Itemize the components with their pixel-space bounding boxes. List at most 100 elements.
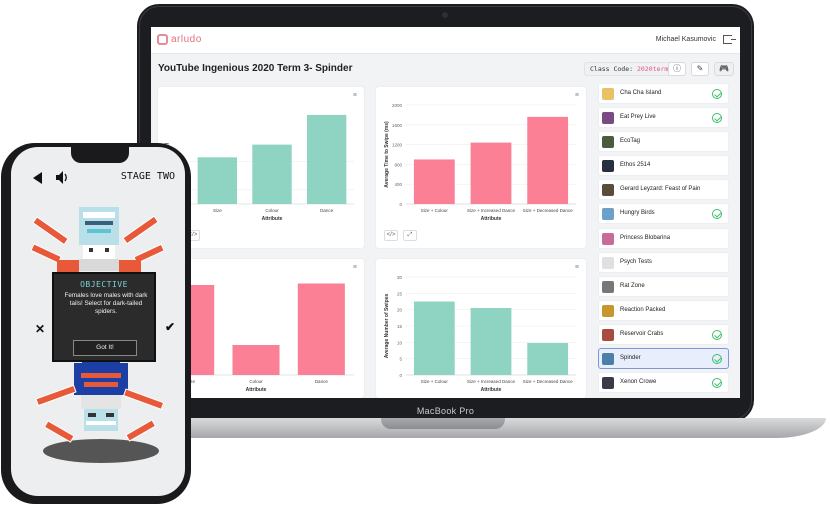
game-thumbnail: [602, 328, 614, 341]
stage-label: STAGE TWO: [120, 171, 175, 182]
back-icon[interactable]: [33, 172, 42, 184]
game-thumbnail: [602, 353, 614, 366]
y-tick-label: 20: [397, 308, 403, 313]
bar: [252, 144, 292, 204]
bar: [527, 342, 569, 375]
edit-button[interactable]: ✎: [691, 62, 709, 76]
game-name: EcoTag: [620, 138, 641, 145]
logo-text: arludo: [171, 34, 202, 45]
y-tick-label: 2000: [392, 103, 403, 108]
game-thumbnail: [602, 88, 614, 100]
y-tick-label: 15: [397, 324, 403, 329]
game-name: Princess Blobarina: [620, 234, 671, 241]
x-tick-label: Size + Colour: [421, 208, 449, 213]
got-it-button[interactable]: Got It!: [73, 340, 137, 356]
game-list-item[interactable]: Princess Blobarina: [598, 227, 729, 249]
chart-card-2: ≡ 0 400 800 1200 1600 2000 Size + Colour Size +…: [376, 87, 586, 248]
y-tick-label: 30: [397, 275, 403, 280]
game-name: Psych Tests: [620, 258, 652, 265]
laptop-screen: arludo Michael Kasumovic YouTube Ingenio…: [151, 27, 740, 398]
game-list-item[interactable]: Ethos 2514: [598, 155, 729, 177]
y-tick-label: 800: [394, 162, 402, 167]
game-list-item[interactable]: Reservoir Crabs: [598, 323, 729, 345]
game-list-item[interactable]: EcoTag: [598, 131, 729, 153]
y-tick-label: 0: [399, 373, 402, 378]
x-axis-label: Attribute: [481, 216, 502, 222]
game-thumbnail: [602, 377, 614, 390]
game-name: Reservoir Crabs: [620, 330, 664, 337]
gamepad-button[interactable]: 🎮: [714, 62, 734, 76]
bar: [470, 308, 512, 375]
user-name[interactable]: Michael Kasumovic: [655, 36, 716, 43]
bar: [413, 159, 455, 204]
class-code-label: Class Code:: [590, 65, 634, 73]
game-list: Cha Cha Island Eat Prey Live EcoTag Ethos 2…: [598, 83, 729, 396]
laptop-brand-label: MacBook Pro: [416, 406, 475, 416]
game-list-item[interactable]: Xenon Crowe: [598, 372, 729, 394]
x-tick-label: Size + Increased Dance: [467, 379, 515, 384]
x-tick-label: Size: [213, 208, 222, 213]
reject-x-icon[interactable]: ✕: [35, 322, 46, 336]
game-thumbnail: [602, 160, 614, 173]
game-list-item[interactable]: Cha Cha Island: [598, 83, 729, 104]
phone-notch: [71, 147, 129, 163]
logo-mark-icon: [157, 34, 168, 45]
sound-icon[interactable]: [56, 171, 68, 184]
spider-top-image: [30, 207, 165, 276]
bar: [297, 283, 345, 375]
game-thumbnail: [602, 280, 614, 293]
game-thumbnail: [602, 256, 614, 269]
x-tick-label: Size + Increased Dance: [467, 208, 515, 213]
objective-title: OBJECTIVE: [80, 280, 128, 289]
game-name: Spinder: [620, 355, 641, 362]
game-name: Rat Zone: [620, 282, 645, 289]
class-code-value: 2020term3: [636, 65, 673, 73]
game-thumbnail: [602, 304, 614, 317]
info-icon: ⓘ: [673, 64, 681, 73]
chart-menu-icon[interactable]: ≡: [574, 264, 579, 271]
y-tick-label: 1600: [392, 123, 403, 128]
game-list-item[interactable]: Reaction Packed: [598, 299, 729, 321]
phone-screen: STAGE TWO: [11, 147, 185, 496]
info-button[interactable]: ⓘ: [668, 62, 686, 76]
x-tick-label: Dance: [320, 208, 334, 213]
game-thumbnail: [602, 136, 614, 149]
expand-button[interactable]: ⤢: [403, 230, 417, 241]
chart-menu-icon[interactable]: ≡: [574, 92, 579, 99]
completed-check-icon: [712, 89, 722, 99]
bar: [232, 345, 280, 375]
chart-menu-icon[interactable]: ≡: [352, 264, 357, 271]
bar: [413, 301, 455, 375]
game-list-item[interactable]: Rat Zone: [598, 275, 729, 297]
gamepad-icon: 🎮: [719, 64, 729, 73]
game-thumbnail: [602, 232, 614, 245]
completed-check-icon: [712, 329, 722, 340]
chart-menu-icon[interactable]: ≡: [352, 92, 357, 99]
logout-icon[interactable]: [723, 35, 736, 44]
game-list-item[interactable]: Gerard Leyzard: Feast of Pain: [598, 179, 729, 201]
y-tick-label: 0: [399, 202, 402, 207]
game-list-item[interactable]: Eat Prey Live: [598, 107, 729, 129]
game-list-item[interactable]: Spinder: [598, 348, 729, 370]
chart-card-1: ≡ 600800SizeColourDanceAttribute...ipe (…: [158, 87, 364, 248]
y-tick-label: 10: [397, 340, 403, 345]
x-tick-label: Size + Decreased Dance: [523, 379, 573, 384]
bar: [197, 157, 238, 204]
x-axis-label: Attribute: [246, 387, 267, 393]
accept-check-icon[interactable]: ✔: [165, 320, 176, 334]
y-axis-label: Average Time to Swipe (ms): [384, 121, 390, 188]
page-title: YouTube Ingenious 2020 Term 3- Spinder: [158, 63, 353, 74]
x-tick-label: Size + Colour: [421, 379, 449, 384]
game-name: Hungry Birds: [620, 210, 655, 217]
x-tick-label: Dance: [315, 379, 329, 384]
bar: [306, 114, 347, 204]
x-axis-label: Attribute: [262, 216, 283, 222]
logo[interactable]: arludo: [157, 34, 202, 45]
game-name: Cha Cha Island: [620, 90, 662, 96]
game-list-item[interactable]: Hungry Birds: [598, 203, 729, 225]
spider-bottom-image: [35, 359, 165, 463]
chart-1: 600800SizeColourDanceAttribute...ipe (ms…: [164, 114, 354, 222]
completed-check-icon: [712, 378, 722, 389]
game-list-item[interactable]: Psych Tests: [598, 251, 729, 273]
code-view-button[interactable]: </>: [384, 230, 398, 241]
